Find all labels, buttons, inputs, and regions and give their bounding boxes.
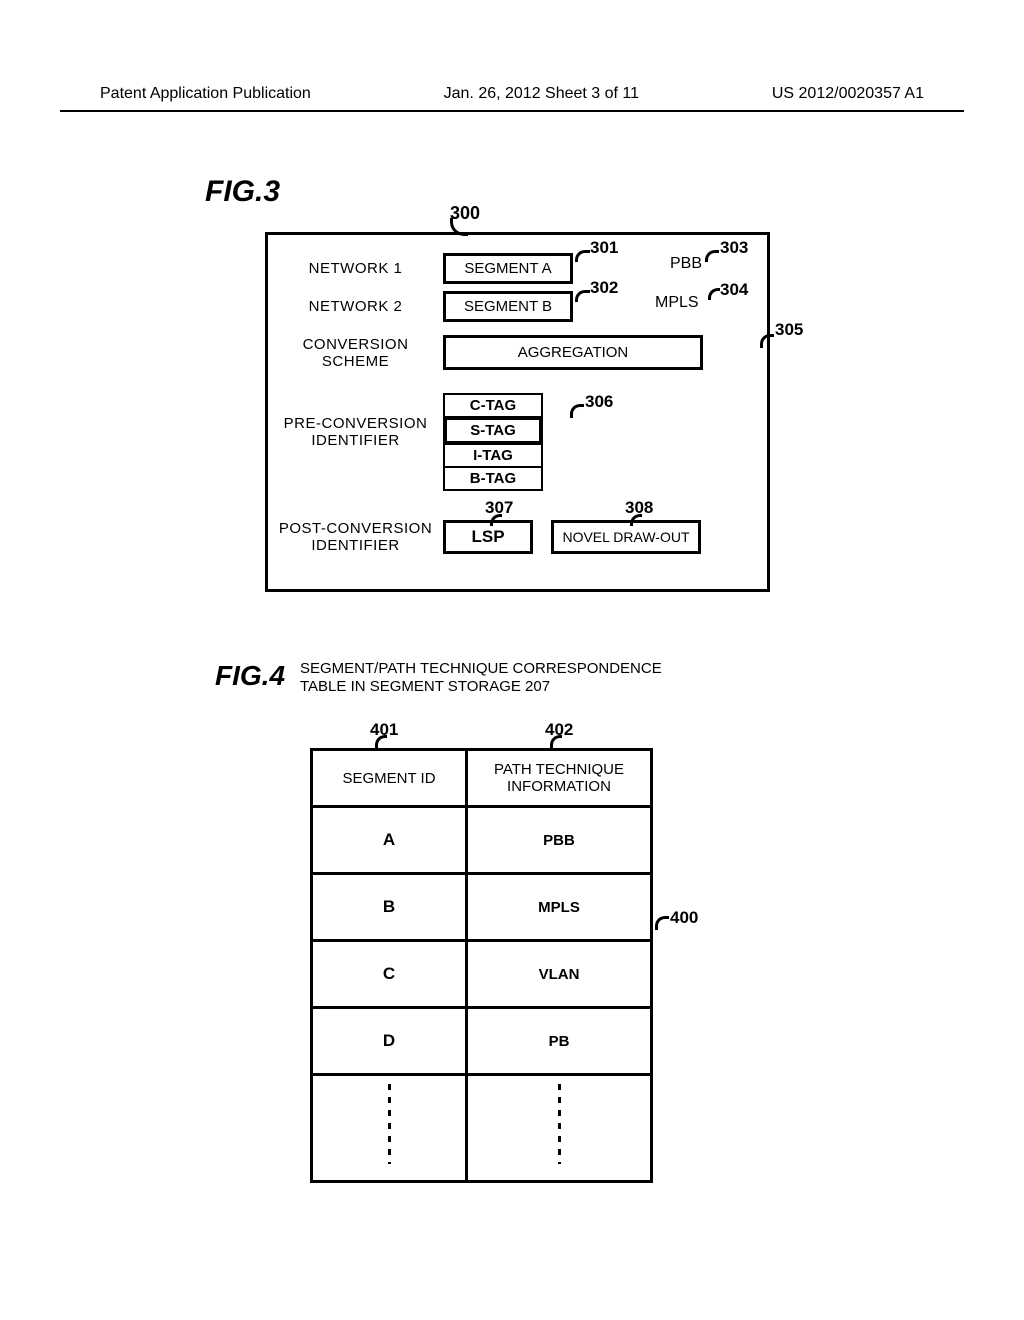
fig4-caption: SEGMENT/PATH TECHNIQUE CORRESPONDENCE TA… xyxy=(300,660,700,696)
tech-pbb: PBB xyxy=(670,255,702,273)
tag-b: B-TAG xyxy=(443,466,543,491)
label-network2: NETWORK 2 xyxy=(268,298,443,315)
ref-305-leader xyxy=(760,334,774,348)
col-header-path: PATH TECHNIQUE INFORMATION xyxy=(467,750,652,807)
label-network1: NETWORK 1 xyxy=(268,260,443,277)
cell-dots xyxy=(312,1075,467,1182)
cell-dots xyxy=(467,1075,652,1182)
table-row: C VLAN xyxy=(312,941,652,1008)
ref-301-leader xyxy=(575,250,590,262)
box-novel-drawout: NOVEL DRAW-OUT xyxy=(551,520,701,554)
ref-306: 306 xyxy=(585,392,613,412)
table-row: A PBB xyxy=(312,807,652,874)
tag-s: S-TAG xyxy=(443,416,543,445)
box-aggregation: AGGREGATION xyxy=(443,335,703,370)
page-header: Patent Application Publication Jan. 26, … xyxy=(0,85,1024,103)
ref-305: 305 xyxy=(775,320,803,340)
tag-i: I-TAG xyxy=(443,443,543,468)
fig3-label: FIG.3 xyxy=(205,175,280,209)
cell-seg: A xyxy=(312,807,467,874)
vdots-icon xyxy=(558,1084,561,1164)
cell-path: PBB xyxy=(467,807,652,874)
tag-c: C-TAG xyxy=(443,393,543,418)
cell-seg: B xyxy=(312,874,467,941)
col-header-segment: SEGMENT ID xyxy=(312,750,467,807)
label-post-conversion: POST-CONVERSION IDENTIFIER xyxy=(268,520,443,554)
ref-302-leader xyxy=(575,290,590,302)
box-segment-a: SEGMENT A xyxy=(443,253,573,284)
ref-306-leader xyxy=(570,404,584,418)
ref-304: 304 xyxy=(720,280,748,300)
box-lsp: LSP xyxy=(443,520,533,554)
cell-path: PB xyxy=(467,1008,652,1075)
table-header-row: SEGMENT ID PATH TECHNIQUE INFORMATION xyxy=(312,750,652,807)
cell-seg: D xyxy=(312,1008,467,1075)
tag-stack: C-TAG S-TAG I-TAG B-TAG xyxy=(443,393,543,491)
table-row: D PB xyxy=(312,1008,652,1075)
row-post-conversion: POST-CONVERSION IDENTIFIER LSP NOVEL DRA… xyxy=(268,520,767,554)
row-conversion: CONVERSION SCHEME AGGREGATION xyxy=(268,335,767,370)
ref-301: 301 xyxy=(590,238,618,258)
vdots-icon xyxy=(388,1084,391,1164)
table-row: B MPLS xyxy=(312,874,652,941)
label-pre-conversion: PRE-CONVERSION IDENTIFIER xyxy=(268,393,443,449)
tech-mpls: MPLS xyxy=(655,294,699,312)
ref-303: 303 xyxy=(720,238,748,258)
table-400: SEGMENT ID PATH TECHNIQUE INFORMATION A … xyxy=(310,748,653,1183)
row-pre-conversion: PRE-CONVERSION IDENTIFIER C-TAG S-TAG I-… xyxy=(268,393,767,491)
cell-path: MPLS xyxy=(467,874,652,941)
ref-302: 302 xyxy=(590,278,618,298)
header-rule xyxy=(60,110,964,112)
header-center: Jan. 26, 2012 Sheet 3 of 11 xyxy=(444,85,639,103)
header-right: US 2012/0020357 A1 xyxy=(772,85,924,103)
fig4-label: FIG.4 xyxy=(215,660,285,692)
cell-path: VLAN xyxy=(467,941,652,1008)
box-segment-b: SEGMENT B xyxy=(443,291,573,322)
ref-303-leader xyxy=(705,250,719,262)
table-row-continuation xyxy=(312,1075,652,1182)
label-conversion: CONVERSION SCHEME xyxy=(268,336,443,370)
ref-400-leader xyxy=(655,916,669,930)
fig3-panel: NETWORK 1 SEGMENT A NETWORK 2 SEGMENT B … xyxy=(265,232,770,592)
ref-400: 400 xyxy=(670,908,698,928)
cell-seg: C xyxy=(312,941,467,1008)
header-left: Patent Application Publication xyxy=(100,85,311,103)
